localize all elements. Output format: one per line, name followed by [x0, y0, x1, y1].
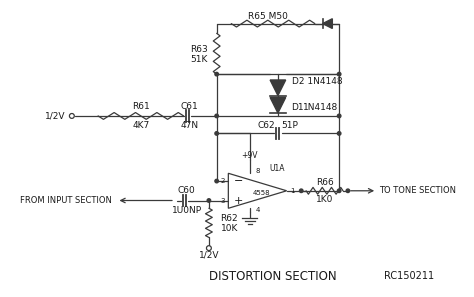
Text: R63: R63 [190, 45, 208, 54]
Text: R62: R62 [220, 214, 238, 223]
Text: 10K: 10K [220, 224, 238, 233]
Text: 1K0: 1K0 [316, 195, 333, 204]
Circle shape [215, 72, 219, 76]
Text: 1U0NP: 1U0NP [172, 206, 201, 215]
Text: +: + [233, 195, 243, 206]
Polygon shape [270, 80, 286, 96]
Text: 47N: 47N [181, 121, 199, 130]
Text: U1A: U1A [269, 164, 285, 173]
Circle shape [300, 189, 303, 192]
Text: 1: 1 [291, 188, 295, 194]
Circle shape [337, 114, 341, 118]
Text: C60: C60 [178, 186, 195, 195]
Circle shape [337, 189, 341, 192]
Text: 1/2V: 1/2V [199, 250, 219, 260]
Circle shape [346, 189, 350, 192]
Text: +9V: +9V [241, 151, 258, 160]
Text: D1: D1 [292, 103, 304, 112]
Text: R61: R61 [132, 102, 150, 111]
Text: 8: 8 [255, 168, 260, 174]
Circle shape [215, 179, 219, 183]
Text: 4K7: 4K7 [132, 121, 149, 130]
Text: 1N4148: 1N4148 [303, 103, 338, 112]
Text: 51K: 51K [191, 55, 208, 64]
Text: D2 1N4148: D2 1N4148 [292, 78, 342, 86]
Text: C62: C62 [257, 121, 275, 130]
Text: TO TONE SECTION: TO TONE SECTION [379, 186, 456, 195]
Circle shape [215, 132, 219, 135]
Polygon shape [323, 19, 332, 29]
Text: 4: 4 [255, 207, 260, 213]
Text: RC150211: RC150211 [384, 271, 434, 281]
Text: FROM INPUT SECTION: FROM INPUT SECTION [20, 196, 112, 205]
Text: 2: 2 [220, 178, 225, 184]
Circle shape [337, 72, 341, 76]
Text: DISTORTION SECTION: DISTORTION SECTION [209, 270, 337, 283]
Text: 1/2V: 1/2V [45, 111, 65, 121]
Circle shape [207, 199, 210, 202]
Text: 3: 3 [220, 198, 225, 203]
Circle shape [215, 114, 219, 118]
Text: −: − [233, 176, 243, 186]
Text: C61: C61 [181, 102, 198, 111]
Text: R66: R66 [316, 178, 333, 187]
Circle shape [337, 132, 341, 135]
Text: 51P: 51P [281, 121, 298, 130]
Polygon shape [270, 97, 286, 113]
Text: R65 M50: R65 M50 [248, 12, 288, 21]
Text: 4558: 4558 [253, 190, 270, 196]
